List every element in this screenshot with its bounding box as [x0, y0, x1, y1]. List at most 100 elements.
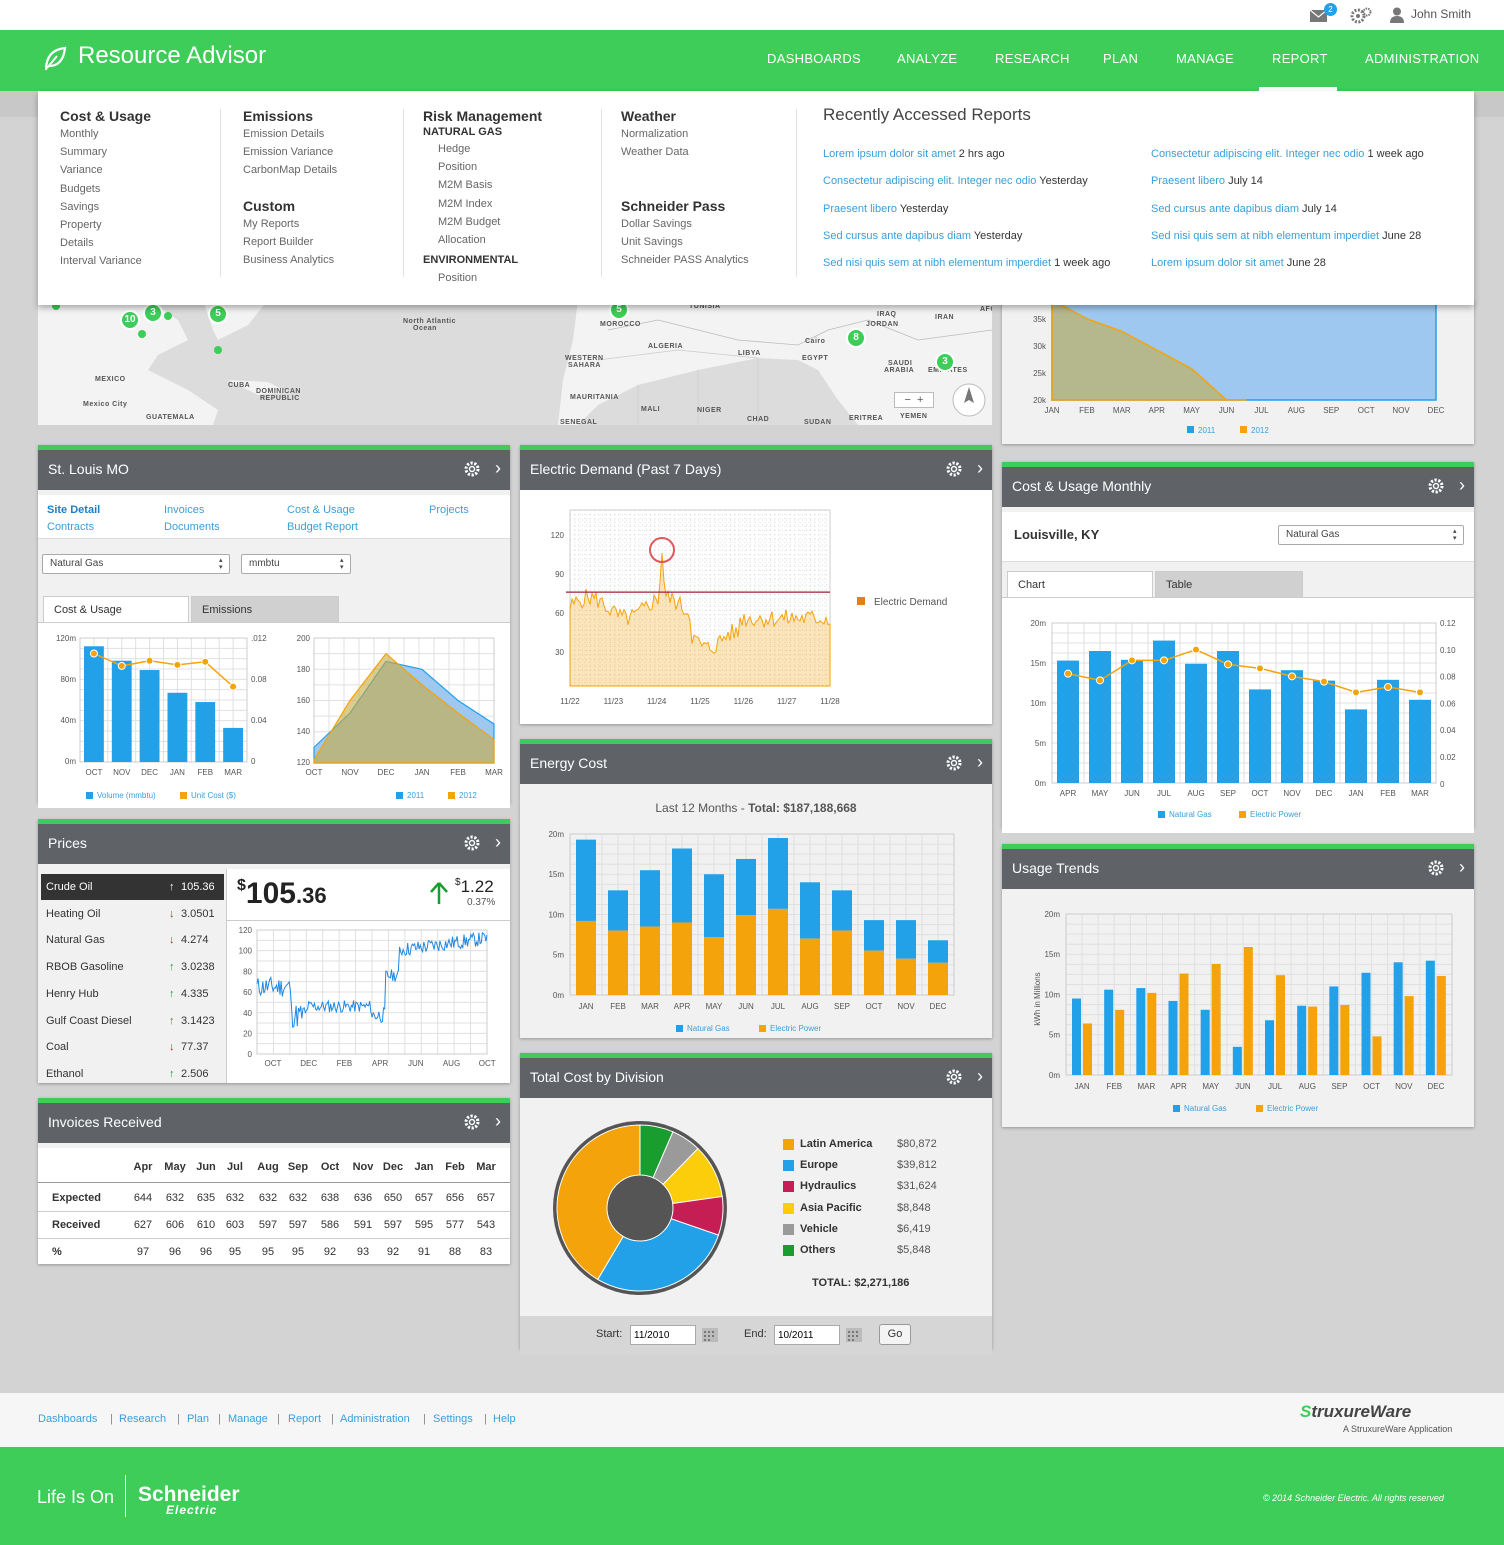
menu-item[interactable]: Property [60, 219, 102, 231]
menu-item[interactable]: Unit Savings [621, 236, 683, 249]
chevron-right-icon[interactable]: › [977, 752, 983, 772]
price-row[interactable]: Natural Gas ↓ 4.274 [41, 927, 224, 953]
report-name[interactable]: Consectetur adipiscing elit. Integer nec… [823, 175, 1037, 188]
map-site-dot[interactable] [138, 330, 146, 338]
price-row[interactable]: Gulf Coast Diesel ↑ 3.1423 [41, 1008, 224, 1034]
menu-item[interactable]: Schneider PASS Analytics [621, 254, 749, 267]
menu-heading-schneider-pass[interactable]: Schneider Pass [621, 198, 726, 214]
gear-icon[interactable] [944, 1067, 964, 1087]
chevron-right-icon[interactable]: › [1459, 475, 1465, 495]
tab-table[interactable]: Table [1155, 571, 1303, 597]
menu-item[interactable]: Monthly [60, 128, 99, 140]
compass-icon[interactable] [952, 383, 986, 417]
chevron-right-icon[interactable]: › [495, 1111, 501, 1131]
menu-heading-custom[interactable]: Custom [243, 198, 296, 214]
map-site-dot[interactable] [164, 312, 172, 320]
menu-heading-risk[interactable]: Risk Management [423, 108, 543, 124]
menu-item[interactable]: Business Analytics [243, 254, 335, 267]
footer-link-administration[interactable]: Administration [340, 1413, 410, 1425]
tab-emissions[interactable]: Emissions [191, 596, 339, 622]
fuel-select[interactable]: Natural Gas [42, 554, 230, 574]
menu-item[interactable]: Interval Variance [60, 255, 142, 268]
recent-report-link[interactable]: Consectetur adipiscing elit. Integer nec… [823, 175, 1088, 187]
link-contracts[interactable]: Contracts [47, 521, 95, 533]
gear-icon[interactable] [462, 459, 482, 479]
link-projects[interactable]: Projects [429, 504, 469, 516]
map-site-dot[interactable] [52, 302, 60, 310]
menu-item[interactable]: M2M Budget [438, 215, 501, 228]
footer-link-help[interactable]: Help [493, 1413, 516, 1425]
report-name[interactable]: Consectetur adipiscing elit. Integer nec… [1151, 148, 1365, 160]
menu-item[interactable]: Hedge [438, 143, 471, 155]
settings-gears-icon[interactable] [1350, 7, 1372, 25]
link-invoices[interactable]: Invoices [164, 504, 205, 516]
map-pin[interactable]: 10 [120, 310, 140, 330]
recent-report-link[interactable]: Sed nisi quis sem at nibh elementum impe… [823, 257, 1110, 269]
menu-item[interactable]: M2M Index [438, 197, 493, 210]
menu-heading-cost-usage[interactable]: Cost & Usage [60, 108, 152, 124]
menu-item[interactable]: Allocation [438, 234, 486, 246]
nav-manage[interactable]: MANAGE [1176, 51, 1235, 66]
footer-link-dashboards[interactable]: Dashboards [38, 1413, 98, 1425]
price-row[interactable]: RBOB Gasoline ↑ 3.0238 [41, 954, 224, 980]
recent-report-link[interactable]: Consectetur adipiscing elit. Integer nec… [1151, 148, 1424, 160]
report-name[interactable]: Praesent libero [1151, 175, 1225, 188]
unit-select[interactable]: mmbtu [241, 554, 351, 574]
gear-icon[interactable] [1426, 476, 1446, 496]
footer-link-report[interactable]: Report [288, 1413, 322, 1425]
link-budget-report[interactable]: Budget Report [287, 521, 358, 533]
menu-item[interactable]: Normalization [621, 128, 689, 140]
nav-administration[interactable]: ADMINISTRATION [1365, 51, 1480, 66]
menu-item[interactable]: Variance [60, 164, 103, 177]
menu-item[interactable]: Budgets [60, 182, 101, 195]
price-row[interactable]: Crude Oil ↑ 105.36 [41, 874, 224, 900]
gear-icon[interactable] [1426, 858, 1446, 878]
menu-item[interactable]: Details [60, 237, 94, 250]
recent-report-link[interactable]: Sed cursus ante dapibus diam July 14 [1151, 203, 1337, 215]
nav-plan[interactable]: PLAN [1103, 51, 1139, 66]
menu-item[interactable]: M2M Basis [438, 179, 493, 192]
chevron-right-icon[interactable]: › [977, 458, 983, 478]
recent-report-link[interactable]: Sed nisi quis sem at nibh elementum impe… [1151, 230, 1421, 242]
map-zoom-control[interactable]: − + [894, 392, 934, 408]
footer-link-research[interactable]: Research [119, 1413, 167, 1425]
report-name[interactable]: Sed cursus ante dapibus diam [1151, 202, 1299, 215]
calendar-icon[interactable] [702, 1328, 718, 1342]
report-name[interactable]: Sed nisi quis sem at nibh elementum impe… [823, 257, 1052, 270]
price-row[interactable]: Henry Hub ↑ 4.335 [41, 981, 224, 1007]
menu-item[interactable]: Summary [60, 146, 108, 159]
report-name[interactable]: Lorem ipsum dolor sit amet [1151, 257, 1284, 270]
gear-icon[interactable] [462, 1112, 482, 1132]
recent-report-link[interactable]: Lorem ipsum dolor sit amet 2 hrs ago [823, 148, 1005, 160]
chevron-right-icon[interactable]: › [1459, 857, 1465, 877]
recent-report-link[interactable]: Praesent libero July 14 [1151, 175, 1263, 187]
recent-report-link[interactable]: Sed cursus ante dapibus diam Yesterday [823, 230, 1022, 242]
price-row[interactable]: Ethanol ↑ 2.506 [41, 1061, 224, 1087]
footer-link-manage[interactable]: Manage [228, 1413, 268, 1425]
price-row[interactable]: Coal ↓ 77.37 [41, 1034, 224, 1060]
menu-item-env-position[interactable]: Position [438, 272, 478, 284]
menu-heading-weather[interactable]: Weather [621, 108, 676, 124]
menu-item[interactable]: CarbonMap Details [243, 164, 338, 177]
link-cost-usage[interactable]: Cost & Usage [287, 504, 355, 516]
price-row[interactable]: Heating Oil ↓ 3.0501 [41, 901, 224, 927]
user-icon[interactable] [1390, 7, 1404, 23]
footer-link-settings[interactable]: Settings [433, 1413, 473, 1425]
user-name[interactable]: John Smith [1411, 7, 1472, 21]
link-documents[interactable]: Documents [164, 521, 220, 533]
map-pin[interactable]: 8 [846, 328, 866, 348]
nav-research[interactable]: RESEARCH [995, 51, 1070, 66]
menu-heading-emissions[interactable]: Emissions [243, 108, 314, 124]
recent-report-link[interactable]: Praesent libero Yesterday [823, 203, 948, 215]
chevron-right-icon[interactable]: › [495, 458, 501, 478]
nav-dashboards[interactable]: DASHBOARDS [767, 51, 862, 66]
footer-link-plan[interactable]: Plan [187, 1413, 210, 1425]
nav-analyze[interactable]: ANALYZE [897, 51, 958, 66]
menu-item[interactable]: Dollar Savings [621, 218, 692, 230]
chevron-right-icon[interactable]: › [495, 832, 501, 852]
report-name[interactable]: Praesent libero [823, 202, 897, 215]
gear-icon[interactable] [944, 459, 964, 479]
menu-item[interactable]: Weather Data [621, 146, 689, 159]
start-date-input[interactable] [630, 1325, 696, 1345]
end-date-input[interactable] [774, 1325, 840, 1345]
